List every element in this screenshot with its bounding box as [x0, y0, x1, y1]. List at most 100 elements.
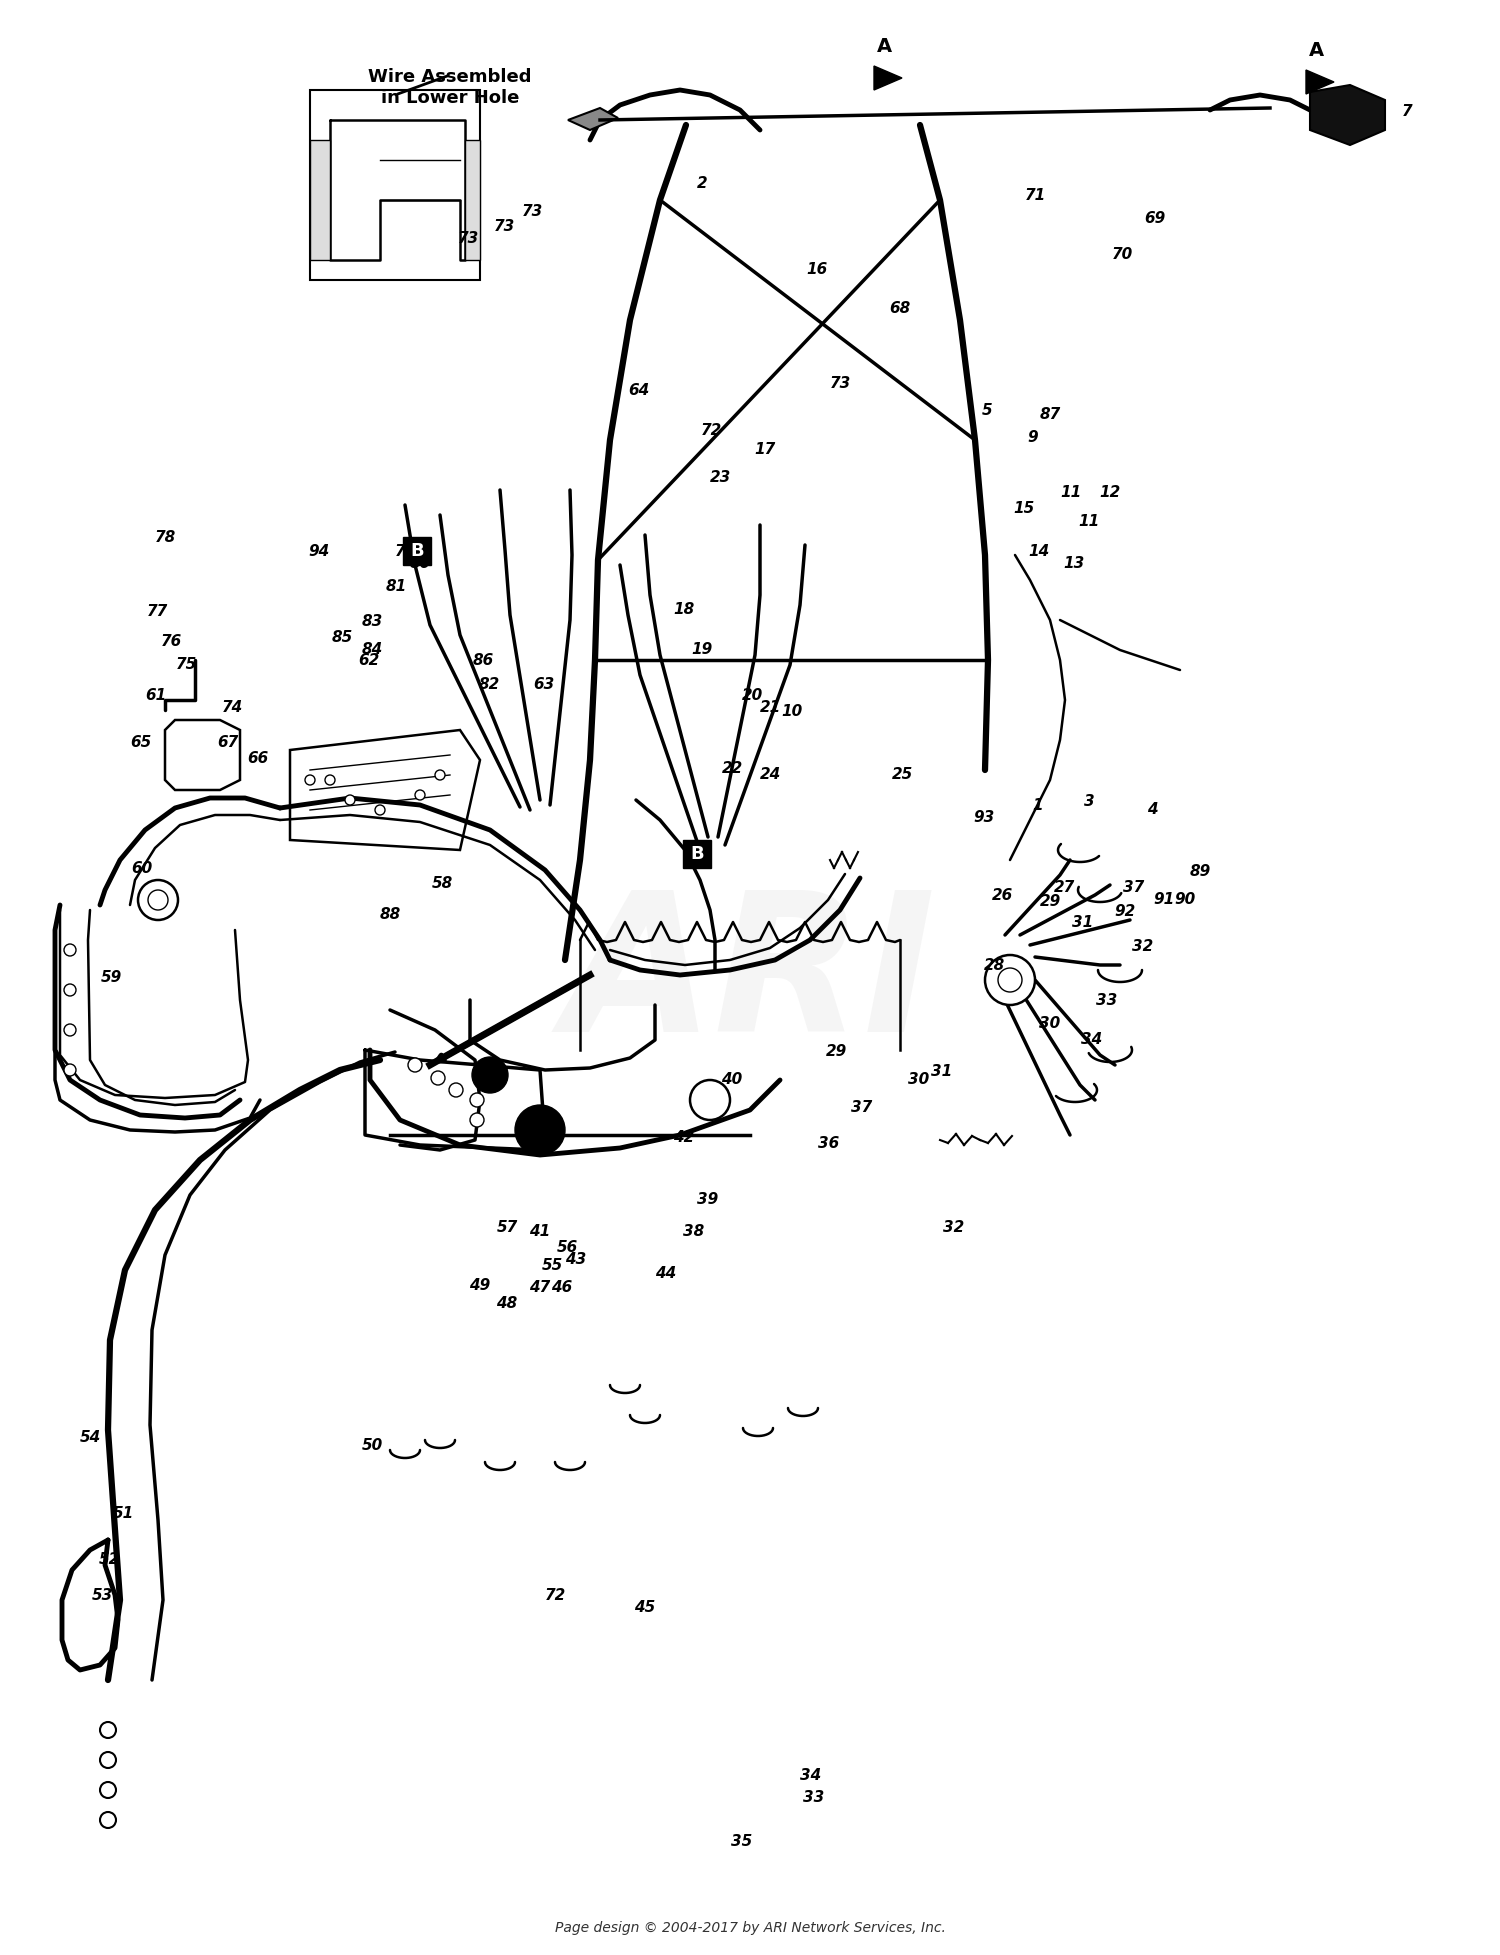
Text: 78: 78 [154, 530, 176, 545]
Text: 82: 82 [478, 676, 500, 692]
Text: 33: 33 [1096, 993, 1118, 1007]
Text: 85: 85 [332, 630, 352, 645]
Circle shape [448, 1083, 464, 1097]
Text: 52: 52 [99, 1552, 120, 1568]
Text: 73: 73 [494, 219, 514, 233]
Text: 37: 37 [1124, 880, 1144, 895]
Text: 73: 73 [458, 231, 478, 246]
Text: 12: 12 [1100, 485, 1120, 499]
Text: 59: 59 [100, 970, 122, 985]
Text: 67: 67 [217, 735, 238, 749]
Circle shape [435, 770, 445, 780]
Text: 87: 87 [1040, 407, 1060, 422]
Text: 7: 7 [1401, 104, 1413, 119]
Text: 73: 73 [830, 375, 850, 391]
Text: 15: 15 [1014, 500, 1035, 516]
Polygon shape [874, 66, 902, 90]
Text: 10: 10 [782, 704, 802, 719]
Text: 13: 13 [1064, 555, 1084, 571]
Text: 33: 33 [804, 1791, 825, 1806]
Circle shape [64, 983, 76, 995]
Text: 42: 42 [674, 1130, 694, 1144]
Text: 72: 72 [544, 1587, 566, 1603]
Text: 72: 72 [700, 422, 721, 438]
Text: 2: 2 [696, 176, 708, 190]
Text: 31: 31 [1072, 915, 1094, 929]
Text: 36: 36 [819, 1136, 840, 1150]
Text: 76: 76 [160, 633, 182, 649]
Circle shape [148, 890, 168, 909]
Text: 92: 92 [1114, 903, 1136, 919]
Text: 74: 74 [222, 700, 243, 714]
Text: 39: 39 [698, 1193, 718, 1208]
Text: 25: 25 [892, 766, 914, 782]
Text: 58: 58 [432, 876, 453, 890]
Circle shape [64, 1064, 76, 1075]
Text: 19: 19 [692, 641, 712, 657]
Circle shape [64, 944, 76, 956]
Text: 50: 50 [362, 1439, 382, 1453]
Text: 53: 53 [92, 1587, 112, 1603]
Text: 60: 60 [132, 860, 153, 876]
Text: 30: 30 [909, 1071, 930, 1087]
Text: 44: 44 [656, 1267, 676, 1281]
Text: 77: 77 [147, 604, 168, 618]
Circle shape [408, 1058, 422, 1071]
Circle shape [326, 774, 334, 786]
Text: 56: 56 [556, 1239, 578, 1255]
Circle shape [430, 1071, 445, 1085]
Text: 21: 21 [760, 700, 782, 714]
Text: 23: 23 [710, 469, 730, 485]
Text: 90: 90 [1174, 891, 1196, 907]
Text: 4: 4 [1146, 802, 1158, 817]
Text: 38: 38 [684, 1224, 705, 1239]
Text: 80: 80 [410, 555, 430, 571]
Text: 89: 89 [1190, 864, 1210, 878]
Text: 64: 64 [628, 383, 650, 397]
Circle shape [100, 1812, 116, 1828]
Text: Page design © 2004-2017 by ARI Network Services, Inc.: Page design © 2004-2017 by ARI Network S… [555, 1922, 945, 1935]
Circle shape [470, 1112, 484, 1126]
Text: 71: 71 [1024, 188, 1045, 203]
Text: 28: 28 [984, 958, 1005, 972]
Text: 81: 81 [386, 579, 406, 594]
Text: 46: 46 [552, 1281, 573, 1296]
Text: 69: 69 [1144, 211, 1166, 225]
Polygon shape [465, 141, 480, 260]
Polygon shape [165, 719, 240, 790]
Text: 35: 35 [732, 1834, 753, 1849]
Text: 79: 79 [394, 543, 416, 559]
Text: 94: 94 [309, 543, 330, 559]
Circle shape [100, 1752, 116, 1767]
Polygon shape [1310, 84, 1384, 145]
Text: 84: 84 [362, 641, 382, 657]
Polygon shape [290, 729, 480, 850]
Circle shape [470, 1093, 484, 1107]
Text: 30: 30 [1040, 1017, 1060, 1032]
Text: 34: 34 [801, 1767, 822, 1783]
Polygon shape [568, 108, 618, 129]
Text: 11: 11 [1060, 485, 1082, 499]
Text: 54: 54 [80, 1431, 100, 1445]
Bar [682, 841, 711, 868]
Circle shape [472, 1058, 508, 1093]
Text: 17: 17 [754, 442, 776, 457]
Text: 55: 55 [542, 1259, 562, 1273]
Text: 14: 14 [1029, 543, 1050, 559]
Text: 66: 66 [248, 751, 268, 766]
Circle shape [416, 790, 424, 800]
Text: 32: 32 [944, 1220, 964, 1234]
Text: A: A [1308, 41, 1323, 61]
Text: 22: 22 [722, 760, 742, 776]
Text: 51: 51 [112, 1505, 134, 1521]
Polygon shape [1306, 70, 1334, 94]
Polygon shape [310, 141, 330, 260]
Text: 47: 47 [530, 1281, 550, 1296]
Text: 37: 37 [852, 1101, 873, 1116]
Circle shape [345, 796, 355, 805]
Circle shape [375, 805, 386, 815]
Text: 57: 57 [496, 1220, 517, 1234]
Text: 48: 48 [496, 1296, 517, 1310]
Text: 31: 31 [932, 1064, 952, 1079]
Text: 62: 62 [358, 653, 380, 667]
